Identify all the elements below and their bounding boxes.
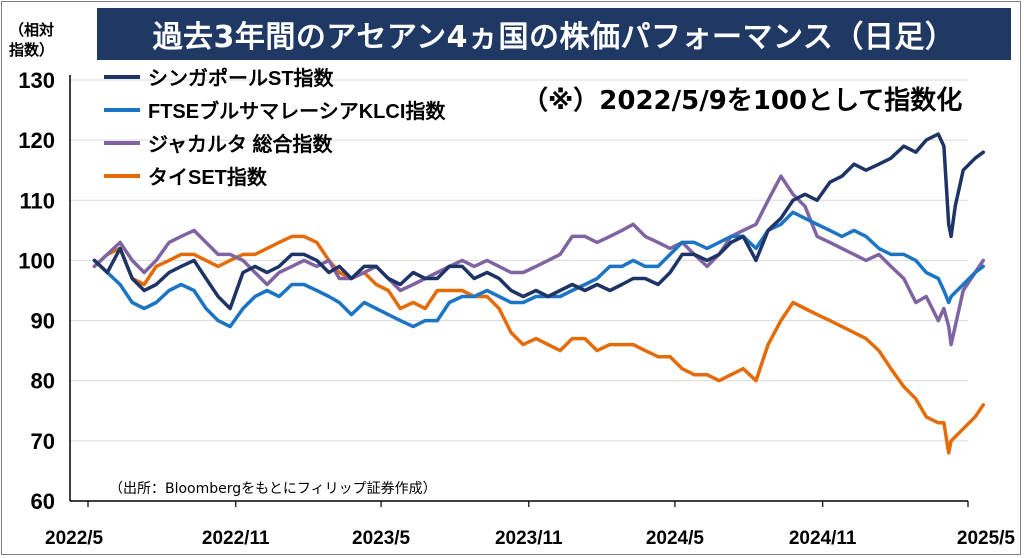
legend-label-1: FTSEブルサマレーシアKLCI指数 — [148, 99, 446, 123]
series-line-2 — [92, 174, 986, 347]
legend-label-0: シンガポールST指数 — [148, 66, 335, 90]
axes: 60 70 80 90 100 110 120 130 2022/5 2022/11 2023/5 2… — [18, 68, 1015, 549]
x-tick-label-2: 2023/5 — [352, 528, 411, 549]
legend-label-2: ジャカルタ 総合指数 — [148, 132, 334, 156]
legend-label-3: タイSET指数 — [148, 165, 268, 189]
y-tick-label-120: 120 — [18, 128, 55, 153]
y-tick-label-60: 60 — [31, 489, 55, 514]
series-lines — [92, 132, 986, 455]
series-line-3 — [92, 234, 986, 455]
chart-title: 過去3年間のアセアン4ヵ国の株価パフォーマンス（日足） — [97, 8, 1011, 60]
y-axis-unit-line-1: （相対 — [9, 21, 55, 39]
x-tick-label-5: 2024/11 — [789, 528, 857, 549]
x-tick-label-1: 2022/11 — [202, 528, 270, 549]
series-line-0 — [92, 132, 986, 311]
y-tick-label-100: 100 — [18, 248, 55, 273]
source-note: （出所：Bloombergをもとにフィリップ証券作成） — [109, 481, 437, 497]
y-axis-unit-label: （相対 指数） — [9, 20, 54, 60]
index-note: （※）2022/5/9を100として指数化 — [522, 86, 963, 116]
y-tick-label-80: 80 — [31, 369, 55, 394]
x-tick-label-3: 2023/11 — [495, 528, 563, 549]
y-tick-label-70: 70 — [31, 429, 55, 454]
x-tick-label-0: 2022/5 — [45, 528, 104, 549]
x-tick-label-6: 2025/5 — [957, 528, 1016, 549]
y-tick-label-90: 90 — [31, 309, 55, 334]
series-line-1 — [92, 210, 986, 329]
x-tick-label-4: 2024/5 — [646, 528, 705, 549]
y-tick-label-110: 110 — [20, 188, 56, 213]
y-tick-label-130: 130 — [18, 68, 55, 93]
y-axis-unit-line-2: 指数） — [9, 41, 55, 59]
